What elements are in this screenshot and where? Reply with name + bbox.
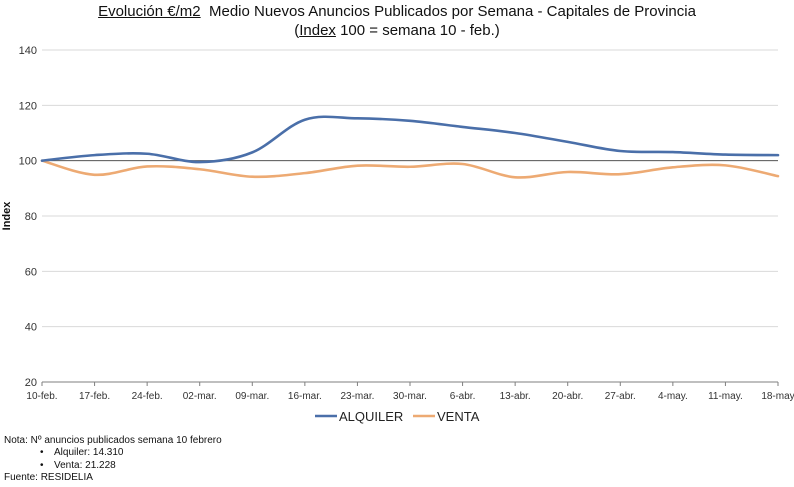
x-tick-label: 30-mar. [393, 391, 427, 402]
legend-label-alquiler: ALQUILER [339, 409, 403, 424]
x-tick-label: 17-feb. [79, 391, 110, 402]
x-tick-label: 16-mar. [288, 391, 322, 402]
x-tick-label: 27-abr. [605, 391, 636, 402]
x-tick-label: 11-may. [708, 391, 743, 402]
y-tick-label: 20 [25, 377, 37, 389]
y-tick-label: 140 [19, 45, 37, 57]
note-alquiler: Alquiler: 14.310 [4, 447, 222, 459]
title-main: Medio Nuevos Anuncios Publicados por Sem… [208, 3, 696, 20]
y-axis-label: Index [1, 201, 13, 231]
chart-title: Evolución €/m2 Medio Nuevos Anuncios Pub… [0, 2, 794, 40]
legend: ALQUILER VENTA [315, 409, 480, 424]
series-line-alquiler [40, 115, 780, 164]
y-tick-label: 80 [25, 211, 37, 223]
x-tick-label: 23-mar. [340, 391, 374, 402]
footnotes: Nota: Nº anuncios publicados semana 10 f… [4, 435, 222, 484]
x-tick-label: 18-may [761, 391, 794, 402]
x-tick-label: 6-abr. [450, 391, 476, 402]
x-tick-label: 02-mar. [183, 391, 217, 402]
y-tick-label: 60 [25, 266, 37, 278]
title-subtitle-open: ( [294, 22, 300, 39]
note-line: Nota: Nº anuncios publicados semana 10 f… [4, 435, 222, 446]
line-chart: 20 40 60 80 100 120 140 10-feb. 17-feb. 24-feb. 0… [1, 45, 794, 424]
x-tick-label: 4-may. [658, 391, 688, 402]
note-venta: Venta: 21.228 [4, 460, 222, 472]
title-prefix: Evolución €/m2 [98, 3, 201, 20]
y-tick-label: 120 [19, 100, 37, 112]
legend-label-venta: VENTA [437, 409, 480, 424]
title-subtitle-index: Index [299, 22, 336, 39]
y-tick-label: 100 [19, 156, 37, 168]
title-subtitle-rest: 100 = semana 10 - feb.) [335, 22, 500, 39]
source-note: Fuente: RESIDELIA [4, 471, 93, 483]
x-tick-label: 20-abr. [552, 391, 583, 402]
x-tick-label: 09-mar. [235, 391, 269, 402]
x-tick-label: 24-feb. [132, 391, 163, 402]
y-tick-label: 40 [25, 322, 37, 334]
x-tick-label: 13-abr. [500, 391, 531, 402]
x-tick-label: 10-feb. [26, 391, 57, 402]
series-line-venta [40, 159, 780, 179]
